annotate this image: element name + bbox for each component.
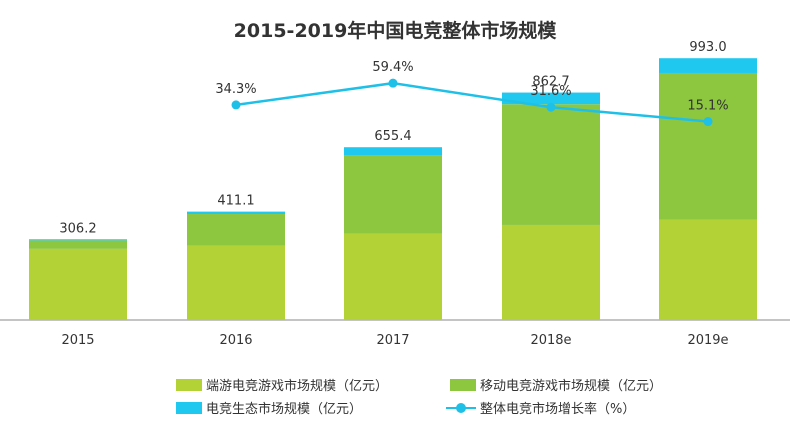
bar-2015-series-3 xyxy=(29,239,127,241)
x-tick-label-2015: 2015 xyxy=(61,333,94,348)
growth-rate-label-2018e: 31.6% xyxy=(530,84,571,99)
bar-total-label-2019e: 993.0 xyxy=(689,40,726,55)
bar-2017-series-1 xyxy=(344,233,442,320)
x-tick-label-2019e: 2019e xyxy=(687,333,728,348)
chart-title: 2015-2019年中国电竞整体市场规模 xyxy=(233,20,557,42)
bar-2018e-series-3 xyxy=(502,92,600,105)
x-tick-label-2018e: 2018e xyxy=(530,333,571,348)
bar-2018e-series-2 xyxy=(502,104,600,225)
bar-2017-series-2 xyxy=(344,155,442,234)
bar-2019e-series-2 xyxy=(659,72,757,220)
bar-2018e-series-1 xyxy=(502,224,600,320)
growth-rate-label-2017: 59.4% xyxy=(372,60,413,75)
growth-rate-label-2019e: 15.1% xyxy=(687,99,728,114)
bar-2016-series-2 xyxy=(187,214,285,246)
growth-rate-label-2016: 34.3% xyxy=(215,82,256,97)
bar-2015-series-2 xyxy=(29,240,127,249)
bar-2016-series-3 xyxy=(187,211,285,215)
bar-total-label-2016: 411.1 xyxy=(217,194,254,209)
growth-rate-point-2019e xyxy=(703,117,713,127)
x-tick-label-2017: 2017 xyxy=(376,333,409,348)
bar-total-label-2015: 306.2 xyxy=(59,221,96,236)
x-tick-label-2016: 2016 xyxy=(219,333,252,348)
bar-2019e-series-3 xyxy=(659,58,757,73)
growth-rate-point-2018e xyxy=(546,102,556,112)
growth-rate-point-2016 xyxy=(231,100,241,110)
bar-2017-series-3 xyxy=(344,147,442,156)
bar-2019e-series-1 xyxy=(659,219,757,320)
growth-rate-line xyxy=(235,81,709,123)
bar-total-label-2017: 655.4 xyxy=(374,129,411,144)
bar-2015-series-1 xyxy=(29,248,127,320)
bar-total-label-2018e: 862.7 xyxy=(532,75,569,90)
bar-2016-series-1 xyxy=(187,245,285,320)
growth-rate-point-2017 xyxy=(388,78,398,88)
